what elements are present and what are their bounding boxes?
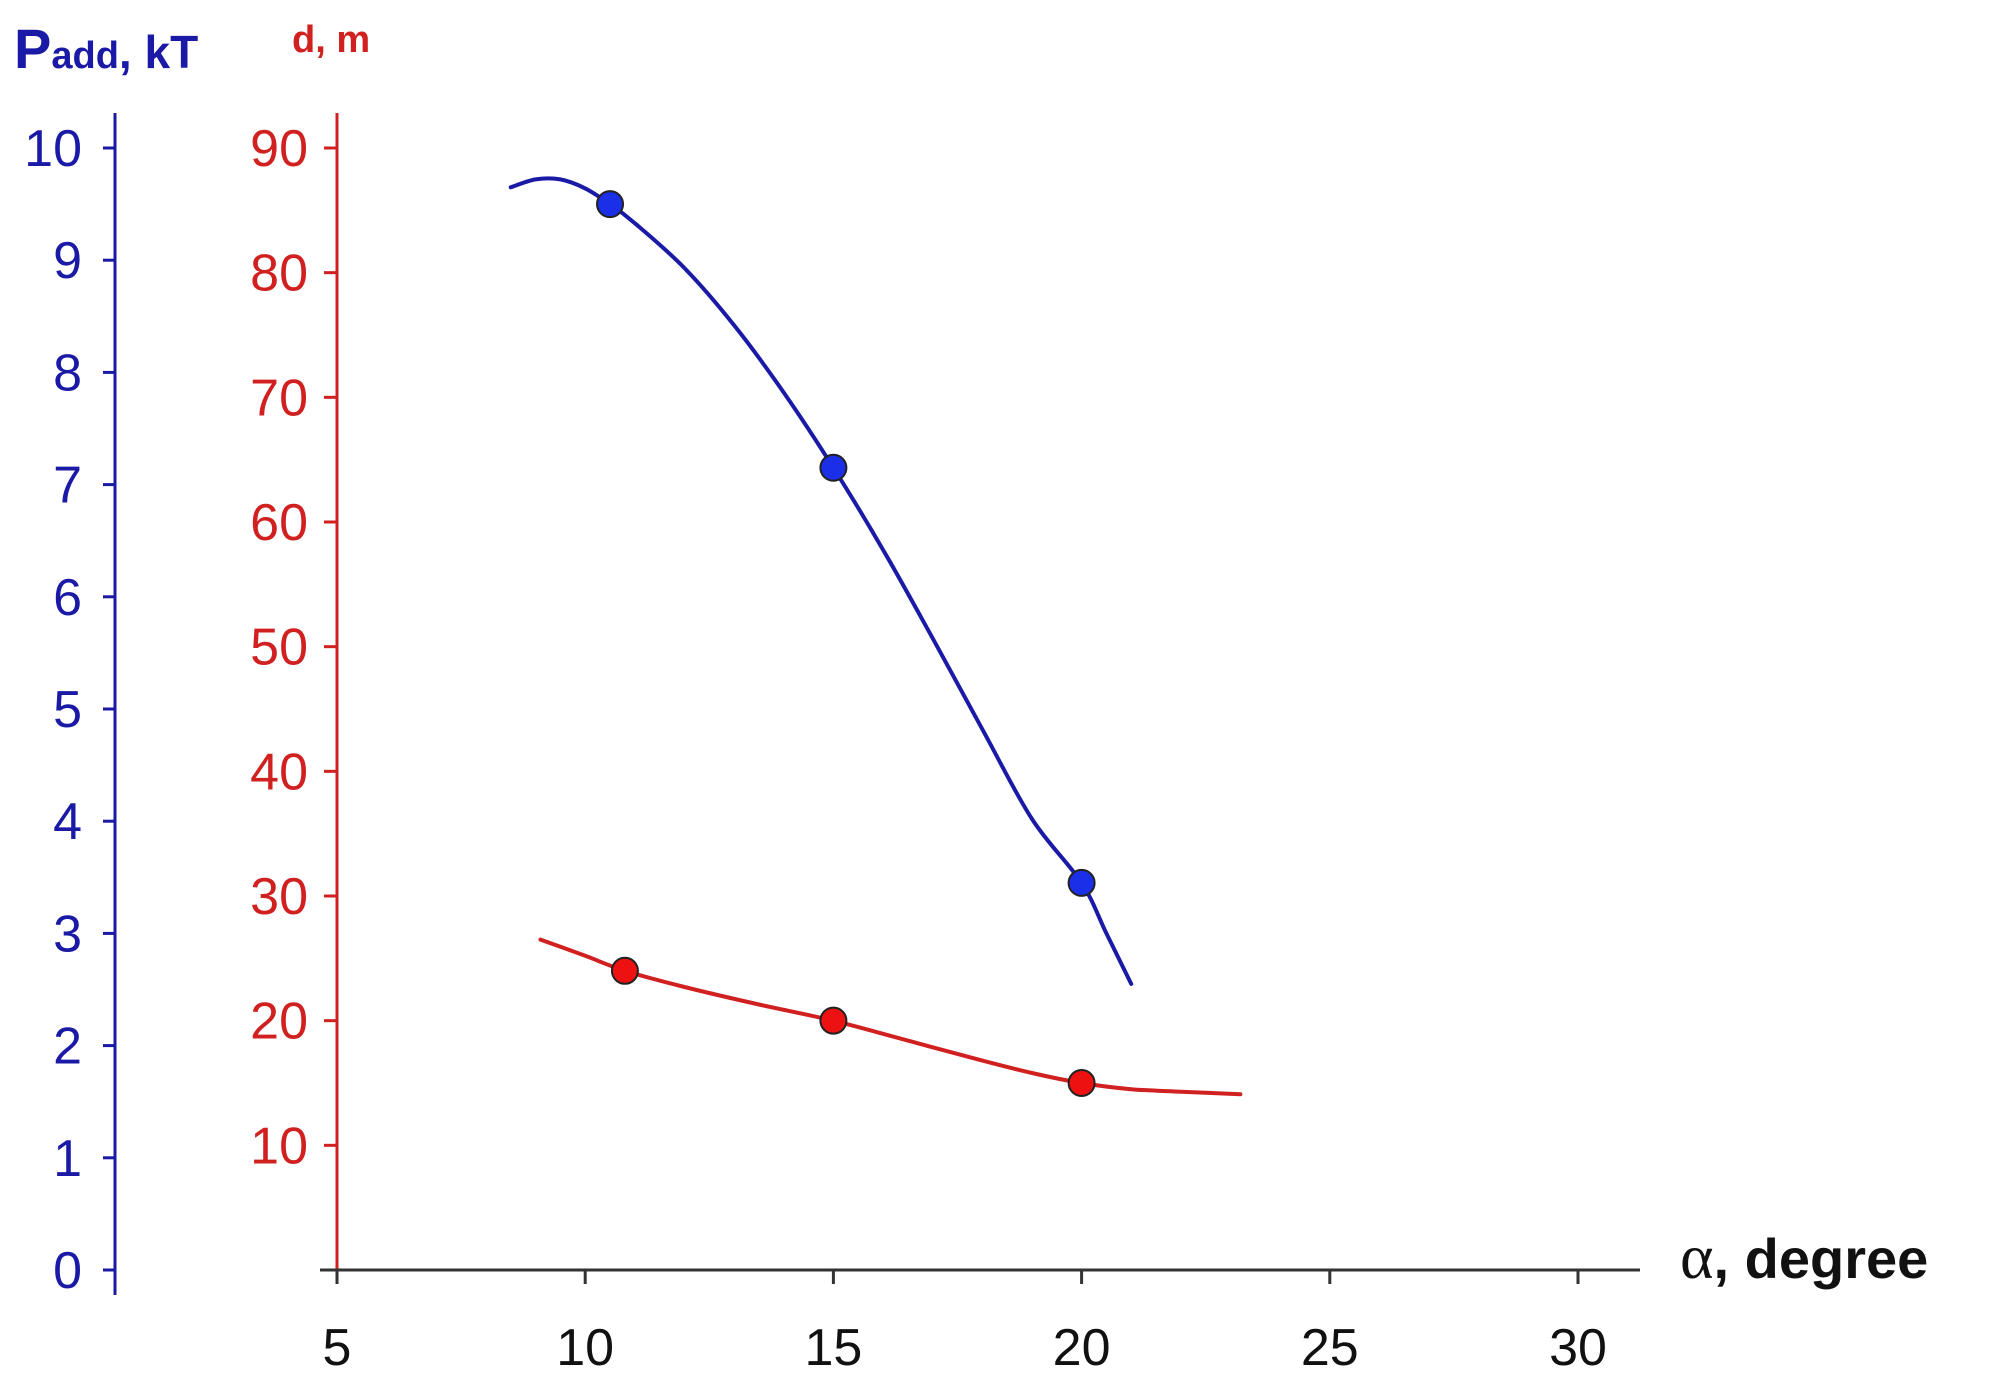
- x-axis-label: α, degree: [1680, 1221, 1928, 1292]
- left-y-tick-label: 10: [24, 120, 82, 178]
- right-y-tick-label: 60: [250, 494, 308, 552]
- series-2-curve: [538, 937, 1243, 1097]
- x-tick-label: 20: [1053, 1319, 1111, 1377]
- right-y-tick-label: 30: [250, 868, 308, 926]
- left-y-tick-label: 9: [53, 232, 82, 290]
- x-axis-ticks: 5 10 15 20 25 30: [323, 1270, 1607, 1377]
- series-1-marker: [1067, 868, 1096, 897]
- x-axis-label-text: , degree: [1714, 1227, 1929, 1290]
- right-y-tick-label: 50: [250, 619, 308, 677]
- right-y-axis-ticks: 10 20 30 40 50 60 70 80 90: [250, 120, 337, 1175]
- left-y-axis-label-rest: , kT: [119, 26, 198, 78]
- left-y-axis-label-main: P: [14, 17, 51, 80]
- right-y-axis-label: d, m: [292, 19, 370, 61]
- left-y-tick-label: 0: [53, 1242, 82, 1300]
- series-2-marker: [1067, 1069, 1096, 1097]
- left-y-axis-label: Padd, kT: [14, 17, 198, 80]
- left-y-axis-ticks: 0 1 2 3 4 5 6 7 8 9 10: [24, 120, 115, 1300]
- left-y-tick-label: 8: [53, 344, 82, 402]
- series-2-marker: [610, 956, 639, 985]
- left-y-tick-label: 6: [53, 569, 82, 627]
- x-tick-label: 10: [556, 1319, 614, 1377]
- left-y-tick-label: 4: [53, 793, 82, 851]
- right-y-tick-label: 10: [250, 1117, 308, 1175]
- right-y-tick-label: 20: [250, 993, 308, 1051]
- series-layer: [508, 176, 1243, 1097]
- left-y-tick-label: 7: [53, 457, 82, 515]
- left-y-tick-label: 5: [53, 681, 82, 739]
- x-axis-label-symbol: α: [1680, 1221, 1714, 1292]
- left-y-tick-label: 1: [53, 1130, 82, 1188]
- series-1-curve: [508, 176, 1134, 986]
- x-tick-label: 5: [323, 1319, 352, 1377]
- right-y-tick-label: 90: [250, 120, 308, 178]
- right-y-tick-label: 40: [250, 743, 308, 801]
- x-tick-label: 25: [1301, 1319, 1359, 1377]
- x-tick-label: 30: [1549, 1319, 1607, 1377]
- right-y-tick-label: 70: [250, 369, 308, 427]
- series-1-marker: [819, 453, 848, 482]
- left-y-tick-label: 3: [53, 905, 82, 963]
- left-y-tick-label: 2: [53, 1018, 82, 1076]
- x-tick-label: 15: [804, 1319, 862, 1377]
- right-y-tick-label: 80: [250, 245, 308, 303]
- series-1-marker: [596, 190, 625, 219]
- left-y-axis-label-sub: add: [51, 35, 119, 77]
- series-2-marker: [819, 1006, 848, 1035]
